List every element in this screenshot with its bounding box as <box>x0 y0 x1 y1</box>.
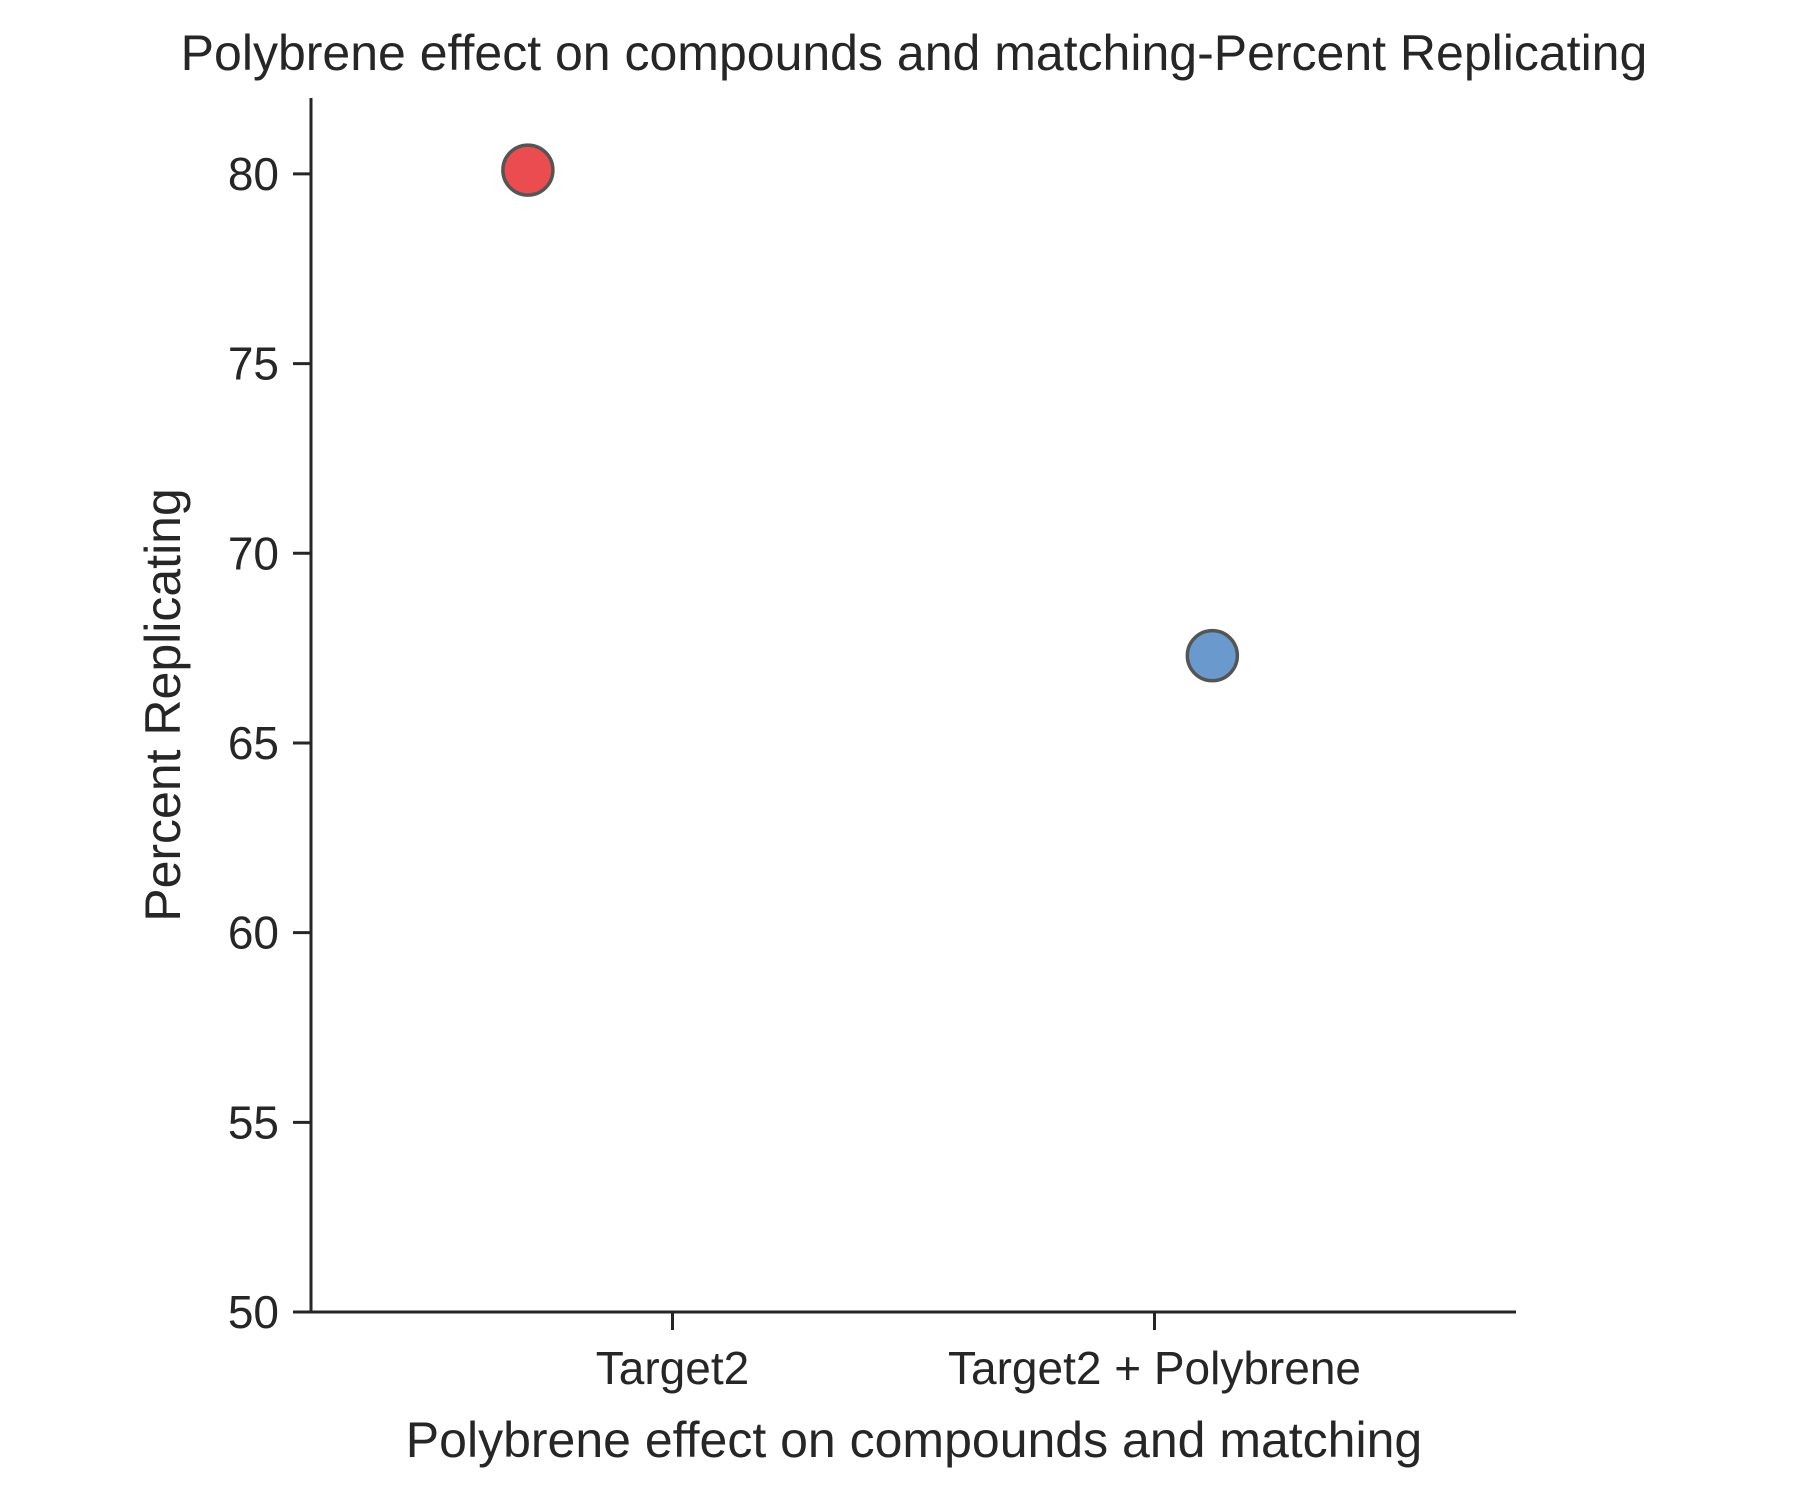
x-axis-ticks: Target2 Target2 + Polybrene <box>596 1312 1361 1394</box>
chart-title: Polybrene effect on compounds and matchi… <box>181 25 1648 81</box>
y-tick-label: 50 <box>228 1286 279 1338</box>
y-tick-label: 60 <box>228 907 279 959</box>
y-axis-ticks: 50 55 60 65 70 75 80 <box>228 148 311 1338</box>
data-point <box>501 143 555 197</box>
y-axis-label: Percent Replicating <box>135 488 191 922</box>
y-tick-label: 70 <box>228 527 279 579</box>
data-points <box>501 143 1240 683</box>
y-tick-label: 65 <box>228 717 279 769</box>
x-axis-label: Polybrene effect on compounds and matchi… <box>406 1412 1422 1468</box>
y-tick-label: 75 <box>228 338 279 390</box>
x-tick-label: Target2 <box>596 1342 749 1394</box>
y-tick-label: 80 <box>228 148 279 200</box>
y-tick-label: 55 <box>228 1096 279 1148</box>
x-tick-label: Target2 + Polybrene <box>948 1342 1361 1394</box>
data-point <box>1185 628 1240 683</box>
